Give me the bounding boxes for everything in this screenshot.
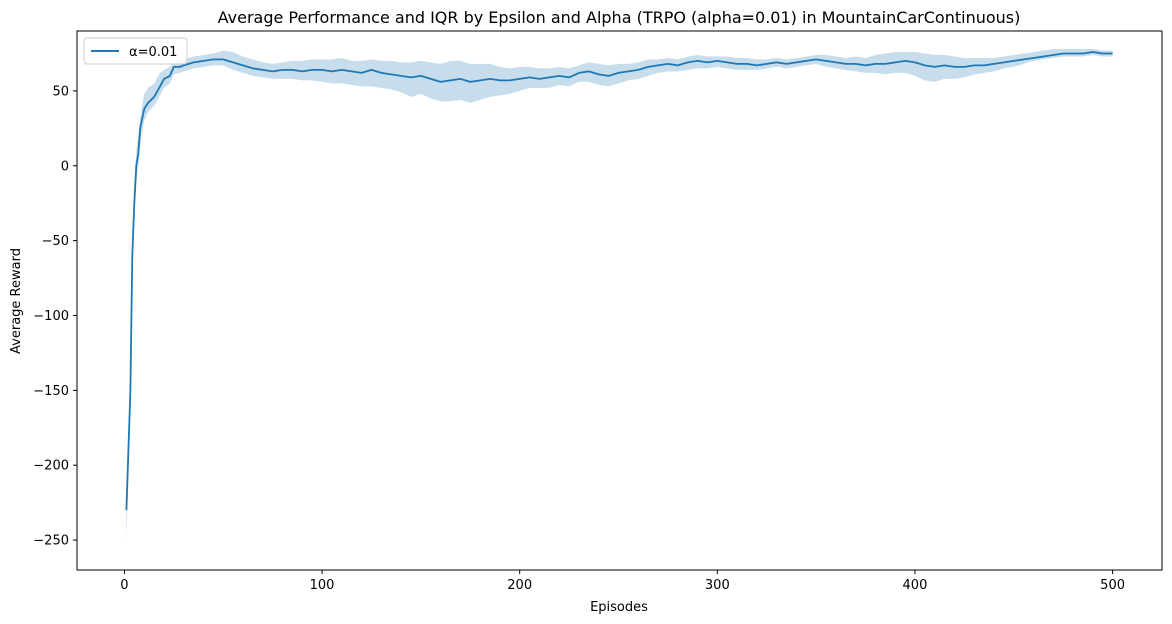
y-axis-label: Average Reward	[9, 248, 24, 354]
x-tick-label: 200	[507, 578, 532, 593]
y-tick-label: −150	[33, 384, 69, 399]
y-axis: −250 −200 −150 −100 −50 0 50	[33, 84, 77, 549]
x-axis: 0 100 200 300 400 500	[120, 570, 1125, 593]
legend: α=0.01	[83, 37, 188, 65]
x-axis-label: Episodes	[590, 600, 648, 615]
chart-title: Average Performance and IQR by Epsilon a…	[218, 8, 1021, 27]
y-tick-label: 50	[52, 84, 69, 99]
y-tick-label: 0	[61, 159, 69, 174]
legend-box	[83, 37, 188, 65]
x-tick-label: 100	[310, 578, 335, 593]
x-tick-label: 400	[903, 578, 928, 593]
y-tick-label: −50	[42, 234, 69, 249]
y-tick-label: −100	[33, 309, 69, 324]
iqr-band	[126, 49, 1113, 541]
plot-area	[125, 49, 1113, 541]
x-tick-label: 0	[120, 578, 128, 593]
x-tick-label: 500	[1100, 578, 1125, 593]
axes-frame	[76, 30, 1163, 571]
x-tick-label: 300	[705, 578, 730, 593]
legend-label: α=0.01	[129, 45, 177, 60]
y-tick-label: −200	[33, 459, 69, 474]
series-line	[125, 51, 1113, 511]
y-tick-label: −250	[33, 534, 69, 549]
